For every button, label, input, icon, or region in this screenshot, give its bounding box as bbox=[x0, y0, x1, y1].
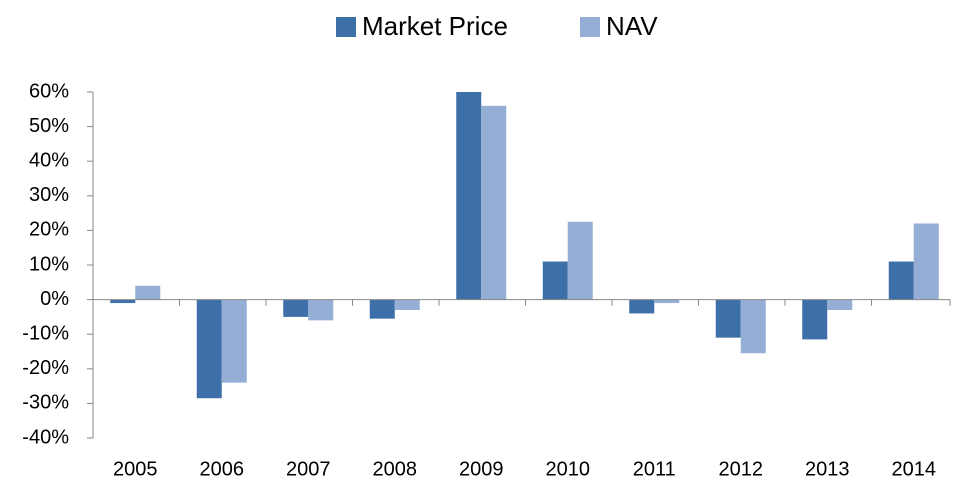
y-tick-label: -20% bbox=[22, 357, 69, 379]
y-tick-label: 10% bbox=[29, 253, 69, 275]
y-tick-label: 60% bbox=[29, 80, 69, 102]
y-tick-label: 50% bbox=[29, 115, 69, 137]
x-tick-label: 2010 bbox=[546, 458, 591, 480]
bar bbox=[715, 299, 741, 338]
x-tick-label: 2006 bbox=[200, 458, 245, 480]
x-tick-label: 2007 bbox=[286, 458, 331, 480]
bar bbox=[740, 299, 766, 354]
x-tick-label: 2008 bbox=[373, 458, 418, 480]
x-tick-label: 2005 bbox=[113, 458, 158, 480]
bar bbox=[369, 299, 395, 319]
x-tick-label: 2011 bbox=[633, 458, 676, 480]
y-tick-label: 20% bbox=[29, 219, 69, 241]
x-tick-label: 2012 bbox=[719, 458, 764, 480]
legend-swatch bbox=[336, 17, 356, 37]
y-tick-label: -40% bbox=[22, 426, 69, 448]
bar bbox=[654, 299, 680, 304]
x-tick-label: 2013 bbox=[805, 458, 850, 480]
legend-label: Market Price bbox=[362, 11, 508, 41]
bar bbox=[221, 299, 247, 383]
y-tick-label: -10% bbox=[22, 322, 69, 344]
legend-swatch bbox=[580, 17, 600, 37]
bar bbox=[110, 299, 136, 304]
bar bbox=[135, 285, 161, 300]
bar bbox=[888, 261, 914, 300]
y-tick-label: 0% bbox=[40, 288, 69, 310]
bar bbox=[629, 299, 655, 314]
bar bbox=[308, 299, 334, 321]
x-tick-label: 2014 bbox=[892, 458, 937, 480]
bar bbox=[283, 299, 309, 317]
legend-label: NAV bbox=[606, 11, 658, 41]
x-tick-label: 2009 bbox=[459, 458, 504, 480]
bar bbox=[542, 261, 568, 300]
bar bbox=[196, 299, 222, 399]
bar bbox=[567, 221, 593, 300]
y-tick-label: -30% bbox=[22, 392, 69, 414]
bar bbox=[456, 92, 482, 300]
bar bbox=[827, 299, 853, 310]
y-tick-label: 40% bbox=[29, 149, 69, 171]
bar bbox=[394, 299, 420, 310]
bar bbox=[913, 223, 939, 300]
bar bbox=[481, 105, 507, 300]
bar bbox=[802, 299, 828, 340]
y-tick-label: 30% bbox=[29, 184, 69, 206]
